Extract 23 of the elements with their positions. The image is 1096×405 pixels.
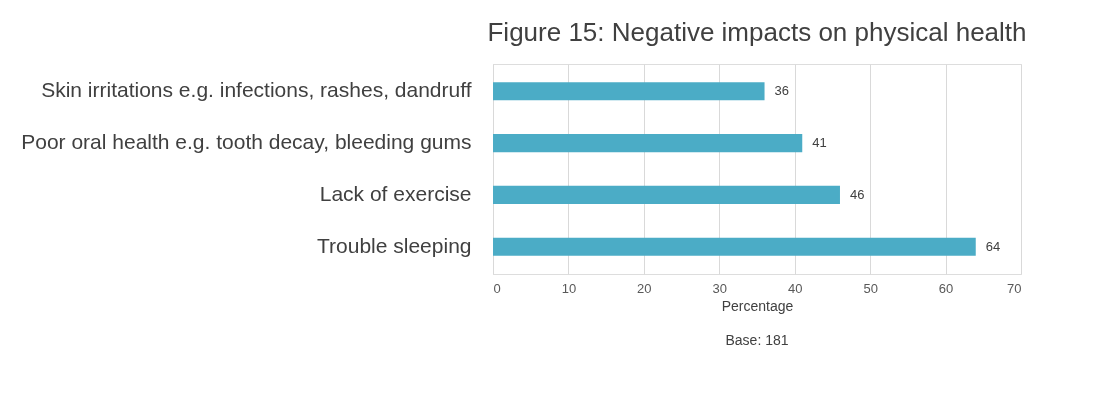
data-label: 46 [849, 186, 865, 202]
y-tick-label: Trouble sleeping [317, 233, 472, 257]
bar [493, 237, 976, 256]
chart-title: Figure 15: Negative impacts on physical health [487, 17, 1027, 47]
x-tick-label: 60 [938, 280, 954, 296]
y-tick-label: Lack of exercise [319, 181, 472, 205]
x-tick-label: 30 [712, 280, 728, 296]
x-tick-label: 20 [637, 280, 652, 296]
bar [493, 82, 765, 101]
x-tick-label: 0 [493, 280, 501, 296]
x-tick-label: 50 [863, 280, 878, 296]
x-tick-label: 40 [787, 280, 803, 296]
y-tick-label: Skin irritations e.g. infections, rashes, dandruff [41, 78, 472, 102]
x-axis-title: Percentage [721, 297, 794, 314]
bar [493, 134, 803, 153]
data-label: 64 [985, 238, 1001, 254]
data-label: 41 [812, 135, 827, 151]
data-label: 36 [774, 83, 790, 99]
y-tick-label: Poor oral health e.g. tooth decay, bleeding gums [21, 130, 472, 154]
bar [493, 185, 840, 204]
x-tick-label: 10 [561, 280, 577, 296]
text: Base: 181 [725, 332, 789, 348]
x-tick-label: 70 [1007, 280, 1022, 296]
